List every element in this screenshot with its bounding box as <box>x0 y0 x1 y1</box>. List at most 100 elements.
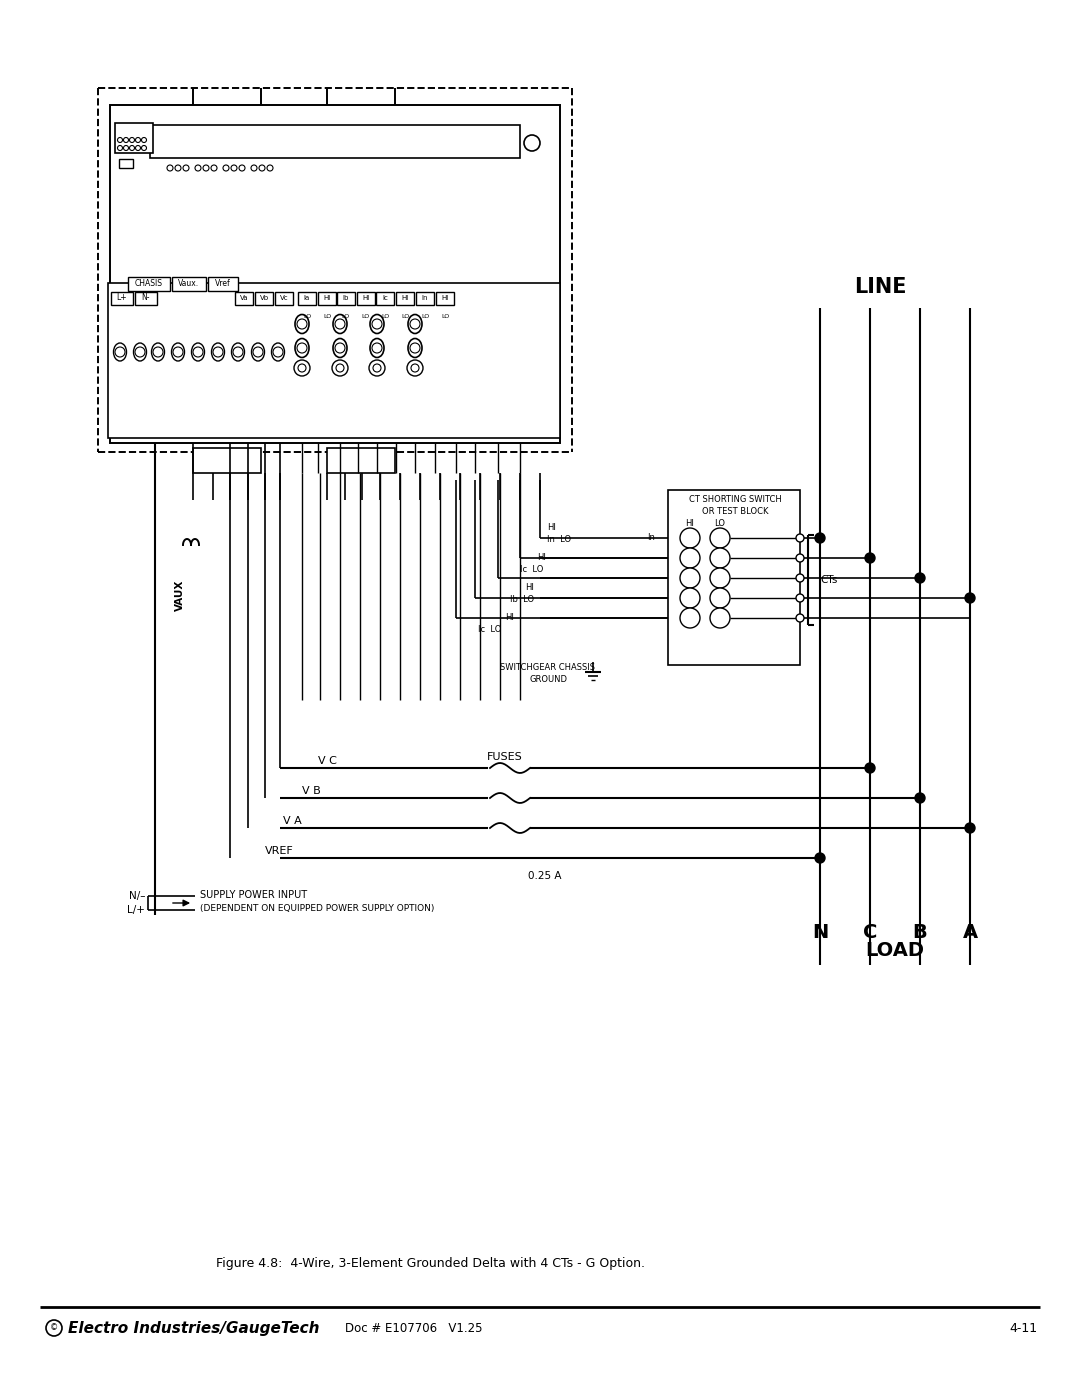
Text: V C: V C <box>318 756 337 766</box>
Circle shape <box>369 360 384 376</box>
Text: CHASIS: CHASIS <box>135 279 163 289</box>
Text: LO: LO <box>302 313 311 319</box>
Bar <box>298 292 316 305</box>
Bar <box>337 292 355 305</box>
Circle shape <box>680 608 700 629</box>
Text: Electro Industries/GaugeTech: Electro Industries/GaugeTech <box>68 1320 320 1336</box>
Bar <box>376 292 394 305</box>
Bar <box>108 284 561 439</box>
Text: HI: HI <box>537 553 545 563</box>
Text: Figure 4.8:  4-Wire, 3-Element Grounded Delta with 4 CTs - G Option.: Figure 4.8: 4-Wire, 3-Element Grounded D… <box>216 1256 645 1270</box>
Circle shape <box>373 365 381 372</box>
Text: LOAD: LOAD <box>865 940 924 960</box>
Text: Va: Va <box>240 295 248 300</box>
Text: HI: HI <box>402 295 408 300</box>
Ellipse shape <box>333 338 347 358</box>
Circle shape <box>796 594 804 602</box>
Text: LO: LO <box>381 313 389 319</box>
Bar <box>318 292 336 305</box>
Circle shape <box>130 137 135 142</box>
Bar <box>357 292 375 305</box>
Text: LO: LO <box>441 313 449 319</box>
Circle shape <box>222 165 229 170</box>
Text: B: B <box>913 922 928 942</box>
Bar <box>135 292 157 305</box>
Circle shape <box>46 1320 62 1336</box>
Ellipse shape <box>113 344 126 360</box>
Circle shape <box>195 165 201 170</box>
Text: HI: HI <box>363 295 369 300</box>
Circle shape <box>231 165 237 170</box>
Bar <box>172 277 206 291</box>
Circle shape <box>372 344 382 353</box>
Circle shape <box>213 346 222 358</box>
Circle shape <box>239 165 245 170</box>
Text: V A: V A <box>283 816 301 826</box>
Circle shape <box>915 573 924 583</box>
Text: Ib: Ib <box>342 295 349 300</box>
Bar <box>275 292 293 305</box>
Circle shape <box>123 137 129 142</box>
Text: Ib  LO: Ib LO <box>510 595 535 605</box>
Circle shape <box>796 574 804 583</box>
Text: N-: N- <box>141 293 150 303</box>
Ellipse shape <box>370 314 384 334</box>
Text: Vb: Vb <box>259 295 269 300</box>
Ellipse shape <box>295 338 309 358</box>
Bar <box>111 292 133 305</box>
Circle shape <box>796 555 804 562</box>
Bar <box>669 490 800 665</box>
Text: HI: HI <box>525 584 534 592</box>
Circle shape <box>253 346 264 358</box>
Circle shape <box>411 365 419 372</box>
Text: (DEPENDENT ON EQUIPPED POWER SUPPLY OPTION): (DEPENDENT ON EQUIPPED POWER SUPPLY OPTI… <box>200 904 434 912</box>
Circle shape <box>710 608 730 629</box>
Circle shape <box>167 165 173 170</box>
Ellipse shape <box>333 314 347 334</box>
Circle shape <box>193 346 203 358</box>
Circle shape <box>294 360 310 376</box>
Circle shape <box>966 592 975 604</box>
Text: In: In <box>647 534 654 542</box>
Text: 4-11: 4-11 <box>1010 1322 1038 1334</box>
Text: V B: V B <box>302 787 321 796</box>
Circle shape <box>211 165 217 170</box>
Text: LO: LO <box>421 313 429 319</box>
Circle shape <box>233 346 243 358</box>
Circle shape <box>524 136 540 151</box>
Circle shape <box>336 365 345 372</box>
Circle shape <box>123 145 129 151</box>
Circle shape <box>680 569 700 588</box>
Bar <box>436 292 454 305</box>
Circle shape <box>273 346 283 358</box>
Circle shape <box>251 165 257 170</box>
Circle shape <box>410 319 420 330</box>
Circle shape <box>259 165 265 170</box>
Text: Ic: Ic <box>382 295 388 300</box>
Circle shape <box>114 346 125 358</box>
Text: Vref: Vref <box>215 279 231 289</box>
Circle shape <box>710 588 730 608</box>
Circle shape <box>680 588 700 608</box>
Text: Ia: Ia <box>303 295 310 300</box>
Bar <box>235 292 253 305</box>
Circle shape <box>796 534 804 542</box>
Circle shape <box>335 344 345 353</box>
Ellipse shape <box>172 344 185 360</box>
Text: HI: HI <box>323 295 330 300</box>
Text: VAUX: VAUX <box>175 580 185 610</box>
Text: LO: LO <box>401 313 409 319</box>
Ellipse shape <box>191 344 204 360</box>
Text: SUPPLY POWER INPUT: SUPPLY POWER INPUT <box>200 890 307 900</box>
Text: Vaux.: Vaux. <box>178 279 200 289</box>
Ellipse shape <box>252 344 265 360</box>
Ellipse shape <box>271 344 284 360</box>
Circle shape <box>203 165 210 170</box>
Circle shape <box>118 137 122 142</box>
Bar <box>416 292 434 305</box>
Text: A: A <box>962 922 977 942</box>
Ellipse shape <box>134 344 147 360</box>
Text: HI: HI <box>686 520 694 528</box>
Text: L/+: L/+ <box>127 905 145 915</box>
Ellipse shape <box>295 314 309 334</box>
